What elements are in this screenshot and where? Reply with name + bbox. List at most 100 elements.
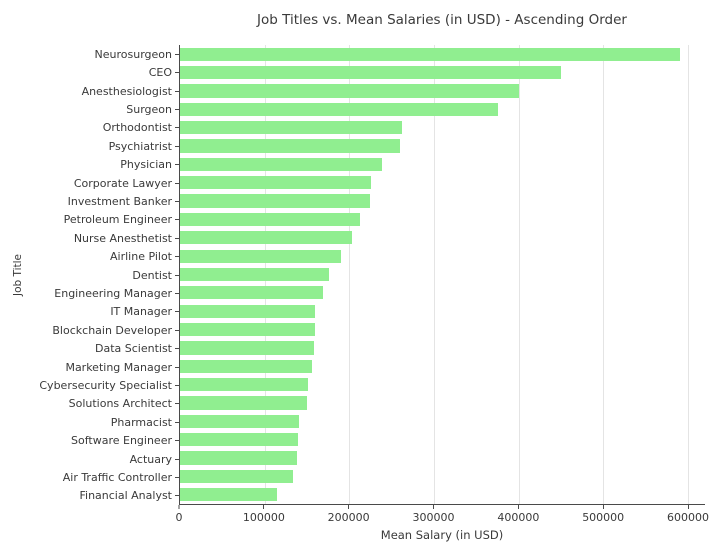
bar	[180, 322, 315, 337]
y-tick-label: Surgeon	[126, 102, 172, 116]
bar	[180, 212, 361, 227]
bar-row	[180, 486, 705, 504]
bar-row	[180, 229, 705, 247]
bar-row	[180, 210, 705, 228]
y-tick-row: Pharmacist	[0, 413, 179, 431]
y-tick-label: Engineering Manager	[54, 286, 172, 300]
bar-row	[180, 118, 705, 136]
x-tick-mark	[687, 505, 689, 509]
x-tick-mark	[517, 505, 519, 509]
y-tick-row: Surgeon	[0, 100, 179, 118]
bar-row	[180, 375, 705, 393]
y-tick-label: Nurse Anesthetist	[73, 231, 172, 245]
bar	[180, 488, 278, 502]
x-tick-label: 200000	[327, 511, 370, 524]
y-tick-row: Software Engineer	[0, 432, 179, 450]
y-tick-row: Nurse Anesthetist	[0, 229, 179, 247]
bar-row	[180, 467, 705, 485]
y-tick-label: Dentist	[132, 268, 172, 282]
y-tick-mark	[175, 72, 179, 74]
y-tick-mark	[175, 90, 179, 92]
bar-row	[180, 320, 705, 338]
y-tick-row: Petroleum Engineer	[0, 211, 179, 229]
bar	[180, 341, 314, 355]
gridline	[434, 45, 436, 504]
y-tick-row: Dentist	[0, 266, 179, 284]
y-tick-mark	[175, 292, 179, 294]
y-tick-row: CEO	[0, 63, 179, 81]
gridline	[688, 45, 690, 504]
bar-row	[180, 339, 705, 357]
x-tick-mark	[263, 505, 265, 509]
y-tick-label: Orthodontist	[102, 121, 172, 135]
y-tick-mark	[175, 145, 179, 147]
bar	[180, 469, 294, 484]
y-tick-row: Blockchain Developer	[0, 321, 179, 339]
bar-row	[180, 449, 705, 467]
y-tick-mark	[175, 440, 179, 442]
y-tick-row: Airline Pilot	[0, 247, 179, 265]
y-tick-row: Financial Analyst	[0, 487, 179, 505]
x-tick-label: 500000	[582, 511, 625, 524]
x-tick: 100000	[243, 505, 285, 524]
bar	[180, 102, 498, 116]
bar-row	[180, 247, 705, 265]
y-tick-label: Financial Analyst	[79, 489, 172, 503]
bar-row	[180, 174, 705, 192]
y-tick-label: Data Scientist	[95, 342, 172, 356]
chart-title: Job Titles vs. Mean Salaries (in USD) - …	[257, 12, 627, 28]
y-tick-label: Airline Pilot	[110, 250, 172, 264]
bar	[180, 267, 330, 282]
gridline	[603, 45, 605, 504]
y-tick-label: Cybersecurity Specialist	[39, 379, 172, 393]
y-tick-mark	[175, 366, 179, 368]
bar-row	[180, 412, 705, 430]
bar-row	[180, 302, 705, 320]
x-axis: 0 100000 200000 300000 400000 500000 600000	[176, 505, 709, 531]
x-tick-label: 600000	[667, 511, 710, 524]
y-tick-mark	[175, 53, 179, 55]
y-tick-mark	[175, 348, 179, 350]
y-tick-label: Air Traffic Controller	[62, 471, 172, 485]
y-tick-row: IT Manager	[0, 303, 179, 321]
y-tick-mark	[175, 274, 179, 276]
bar	[180, 47, 680, 61]
bar	[180, 249, 341, 263]
gridline	[349, 45, 351, 504]
y-tick-mark	[175, 127, 179, 129]
y-tick-mark	[175, 403, 179, 405]
y-tick-label: Petroleum Engineer	[63, 213, 172, 227]
y-tick-label: Pharmacist	[110, 415, 172, 429]
y-tick-mark	[175, 329, 179, 331]
x-tick-label: 400000	[497, 511, 540, 524]
bar-row	[180, 192, 705, 210]
bar	[180, 286, 324, 300]
y-tick-row: Actuary	[0, 450, 179, 468]
bar-row	[180, 431, 705, 449]
y-tick-row: Corporate Lawyer	[0, 174, 179, 192]
y-tick-row: Data Scientist	[0, 340, 179, 358]
bar	[180, 84, 519, 98]
y-tick-mark	[175, 256, 179, 258]
bar	[180, 121, 402, 135]
bar	[180, 396, 308, 410]
x-tick: 300000	[413, 505, 455, 524]
bar-row	[180, 63, 705, 81]
bar	[180, 304, 316, 318]
y-tick-row: Cybersecurity Specialist	[0, 376, 179, 394]
bar	[180, 451, 297, 465]
x-tick: 600000	[667, 505, 709, 524]
x-axis-label: Mean Salary (in USD)	[380, 528, 504, 542]
y-tick-labels: Neurosurgeon CEO Anesthesiologist Surgeon Or…	[0, 45, 179, 505]
y-tick-mark	[175, 182, 179, 184]
y-tick-mark	[175, 200, 179, 202]
bar-row	[180, 82, 705, 100]
y-tick-mark	[175, 495, 179, 497]
bar	[180, 139, 401, 153]
x-tick-label: 100000	[242, 511, 285, 524]
bar-row	[180, 265, 705, 283]
y-tick-row: Investment Banker	[0, 192, 179, 210]
bar	[180, 176, 372, 190]
x-tick-mark	[348, 505, 350, 509]
bar-row	[180, 45, 705, 63]
